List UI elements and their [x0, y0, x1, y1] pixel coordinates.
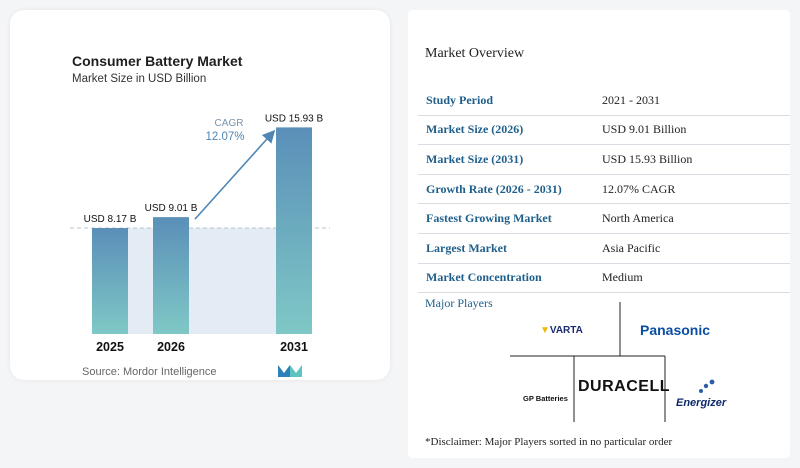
overview-row: Growth Rate (2026 - 2031) 12.07% CAGR [418, 174, 790, 205]
chart-title: Consumer Battery Market [72, 53, 243, 69]
overview-row: Market Size (2026) USD 9.01 Billion [418, 115, 790, 146]
x-tick-label: 2025 [96, 340, 124, 354]
disclaimer: *Disclaimer: Major Players sorted in no … [425, 436, 673, 448]
bar [276, 127, 312, 334]
mordor-logo-icon [278, 365, 302, 377]
source-note: Source: Mordor Intelligence [82, 366, 217, 378]
data-label: USD 15.93 B [265, 113, 324, 124]
energizer-logo: Energizer [676, 397, 727, 409]
x-tick-label: 2026 [157, 340, 185, 354]
data-label: USD 8.17 B [84, 214, 137, 225]
data-label: USD 9.01 B [145, 203, 198, 214]
overview-row-label: Fastest Growing Market [418, 203, 594, 234]
overview-row-value: North America [594, 203, 790, 234]
major-players-title: Major Players [425, 296, 493, 310]
energizer-mark-icon [699, 379, 715, 393]
gp-batteries-logo: GP Batteries [523, 394, 568, 403]
bar-chart: USD 8.17 B 2025 USD 9.01 B 2026 USD 15.93 B 2… [70, 113, 330, 354]
panasonic-logo: Panasonic [640, 322, 711, 338]
overview-row-value: Asia Pacific [594, 233, 790, 264]
varta-logo: ▼VARTA [540, 325, 583, 336]
overview-row: Study Period 2021 - 2031 [418, 86, 790, 116]
overview-row-label: Market Concentration [418, 263, 594, 294]
overview-table: Study Period 2021 - 2031 Market Size (2026… [418, 86, 790, 294]
bar [153, 217, 189, 334]
overview-row-value: 12.07% CAGR [594, 174, 790, 205]
overview-row-value: USD 9.01 Billion [594, 115, 790, 146]
overview-row-label: Market Size (2026) [418, 115, 594, 146]
logo-grid [510, 302, 666, 422]
cagr-arrow [194, 129, 276, 220]
bar [92, 228, 128, 334]
overview-row-label: Study Period [418, 86, 594, 116]
overview-row-value: USD 15.93 Billion [594, 144, 790, 175]
cagr-value: 12.07% [205, 131, 244, 143]
chart-subtitle: Market Size in USD Billion [72, 73, 207, 85]
overview-row-label: Largest Market [418, 233, 594, 264]
overview-row: Market Concentration Medium [418, 263, 790, 294]
overview-row: Fastest Growing Market North America [418, 203, 790, 234]
overview-row: Market Size (2031) USD 15.93 Billion [418, 144, 790, 175]
duracell-logo: DURACELL [578, 378, 670, 395]
overview-row-label: Growth Rate (2026 - 2031) [418, 174, 594, 205]
x-tick-label: 2031 [280, 340, 308, 354]
overview-row: Largest Market Asia Pacific [418, 233, 790, 264]
overview-row-value: 2021 - 2031 [594, 86, 790, 116]
cagr-label: CAGR [215, 118, 244, 129]
overview-row-label: Market Size (2031) [418, 144, 594, 175]
overview-row-value: Medium [594, 263, 790, 294]
overview-title: Market Overview [425, 46, 525, 61]
